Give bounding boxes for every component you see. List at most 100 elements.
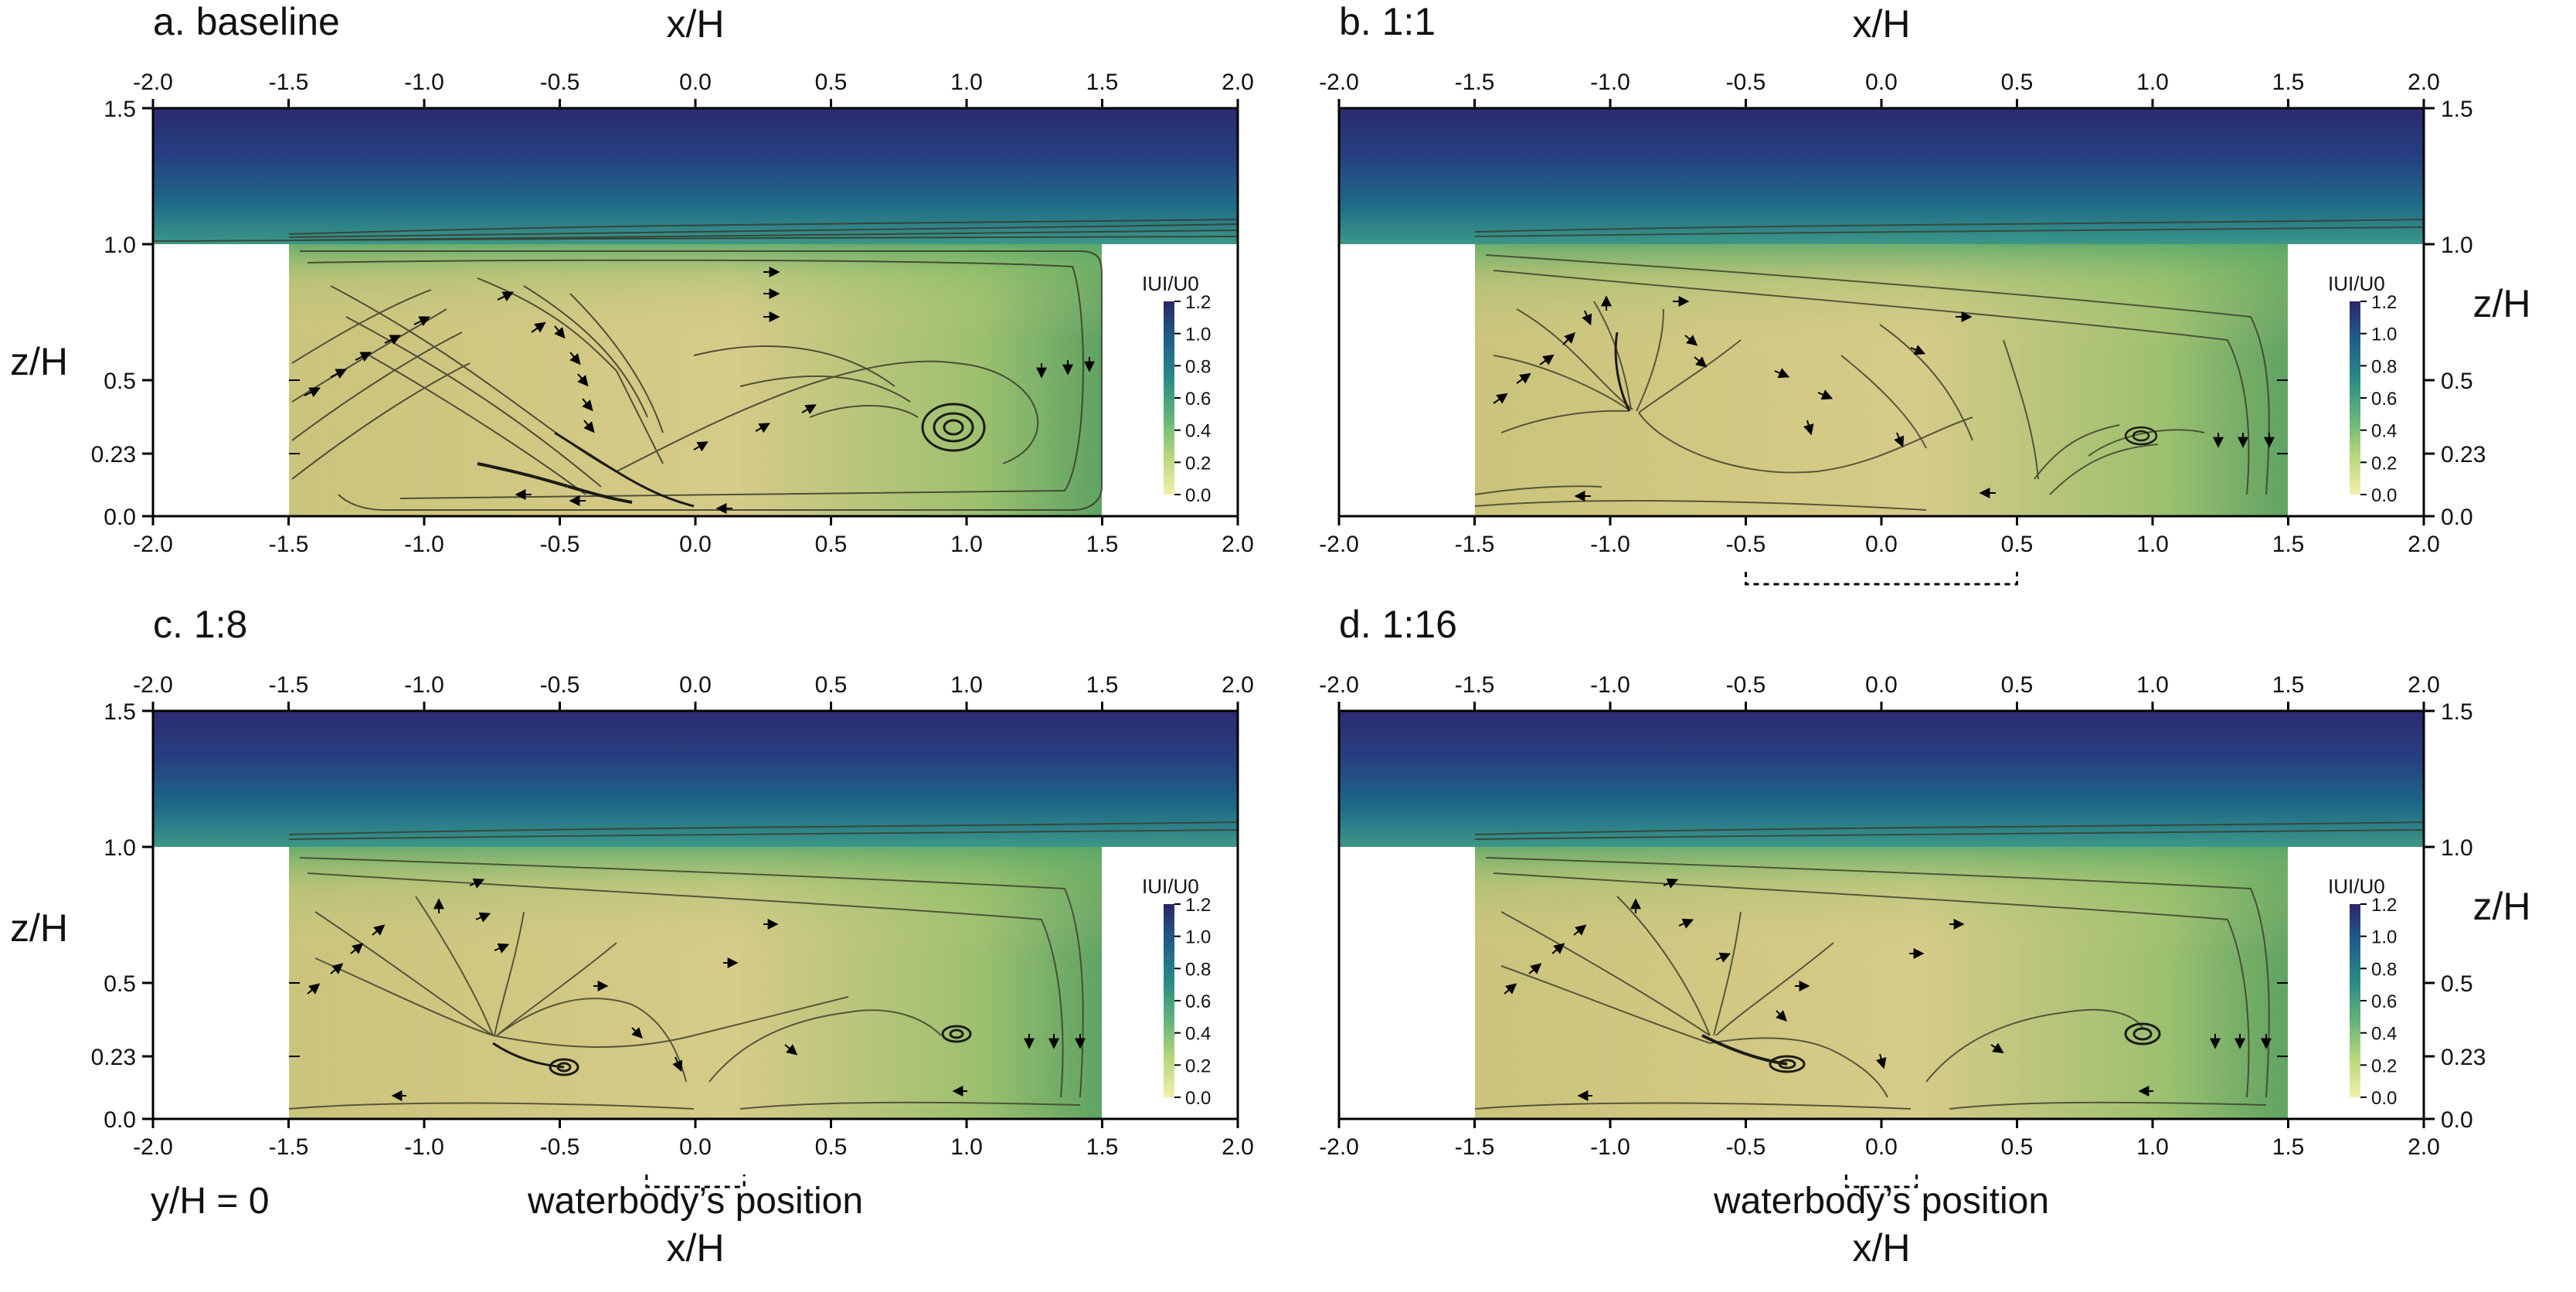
x-tick-label-bottom: 0.5	[2001, 532, 2034, 557]
x-tick-label-bottom: -1.0	[404, 532, 444, 557]
z-tick-label: 0.23	[2441, 442, 2486, 468]
x-tick-label-bottom: 0.5	[815, 532, 848, 557]
x-tick-label-bottom: 1.5	[2272, 532, 2305, 557]
z-tick-label: 0.5	[104, 369, 136, 394]
streamlines	[152, 219, 1239, 511]
panel-title: b. 1:1	[1339, 0, 1436, 43]
canyon-top-shade	[289, 847, 1102, 955]
x-axis-bottom: -2.0 -1.5 -1.0 -0.5 0.0 0.5 1.0 1.5 2.0	[133, 1119, 1254, 1160]
colorbar-tick-label: 1.0	[1185, 927, 1211, 948]
z-axis-title: z/H	[10, 340, 68, 383]
x-tick-label-bottom: -2.0	[133, 1134, 173, 1160]
x-tick-label-bottom: 0.0	[1865, 1134, 1898, 1160]
x-tick-label-bottom: 1.5	[1086, 1134, 1119, 1160]
colorbar-ticks: 0.0 0.2 0.4 0.6 0.8 1.0 1.2	[2360, 895, 2397, 1109]
colorbar: IUI/U0	[1142, 272, 1199, 495]
colorbar-ticks: 0.0 0.2 0.4 0.6 0.8 1.0 1.2	[1174, 895, 1211, 1109]
x-tick-label-bottom: -1.0	[1590, 532, 1630, 557]
x-tick-label-bottom: 1.0	[950, 1134, 983, 1160]
waterbody-marker	[645, 1175, 746, 1188]
x-tick-label-top: 0.0	[679, 672, 712, 698]
x-tick-label-bottom: -1.5	[269, 532, 309, 557]
canyon-top-shade	[1475, 847, 2288, 955]
colorbar: IUI/U0	[2328, 875, 2385, 1097]
x-tick-label-top: 1.0	[950, 672, 983, 698]
colorbar-tick-label: 0.4	[1185, 1024, 1211, 1045]
sky-region	[1339, 108, 2424, 244]
x-axis-title: x/H	[1853, 1226, 1911, 1270]
x-tick-label-bottom: 0.0	[1865, 532, 1898, 557]
colorbar-tick-label: 0.0	[1185, 485, 1211, 506]
x-tick-label-bottom: -0.5	[1726, 1134, 1766, 1160]
plot-frame	[151, 709, 1239, 1120]
panel-b: IUI/U0 0.0 0.2 0.4 0.6 0.8 1.0 1.2 -2.0 -1.5 -1.…	[1319, 0, 2531, 586]
x-tick-label-top: -2.0	[133, 672, 173, 698]
x-tick-label-bottom: -2.0	[1319, 1134, 1359, 1160]
x-tick-label-top: -1.0	[1590, 70, 1630, 95]
waterbody-label: waterbody’s position	[527, 1181, 863, 1222]
section-label: y/H = 0	[151, 1181, 269, 1222]
x-tick-label-top: -1.5	[1455, 70, 1495, 95]
colorbar-label: IUI/U0	[2328, 875, 2385, 898]
panel-d: IUI/U0 0.0 0.2 0.4 0.6 0.8 1.0 1.2 -2.0 -1.5 -1.…	[1319, 603, 2530, 1270]
streamlines	[1474, 821, 2425, 1110]
x-tick-label-top: -1.0	[404, 70, 444, 95]
flow-arrows	[304, 267, 1095, 514]
x-tick-label-bottom: 2.0	[1222, 532, 1254, 557]
x-tick-label-top: -0.5	[1726, 672, 1766, 698]
x-tick-label-top: 0.0	[1865, 672, 1898, 698]
z-tick-label: 0.23	[91, 1045, 136, 1070]
colorbar-tick-label: 1.0	[2371, 325, 2397, 345]
colorbar-label: IUI/U0	[1142, 272, 1199, 295]
x-tick-label-top: 0.0	[1865, 70, 1898, 95]
z-tick-label: 0.0	[104, 1107, 136, 1133]
x-tick-label-top: 0.5	[815, 672, 848, 698]
x-tick-label-top: 1.5	[1086, 70, 1119, 95]
colorbar-tick-label: 0.8	[1185, 356, 1211, 377]
x-tick-label-top: -0.5	[1726, 70, 1766, 95]
colorbar-tick-label: 0.6	[1185, 991, 1211, 1012]
building-left	[1339, 847, 1475, 1119]
x-tick-label-top: -1.5	[1455, 672, 1495, 698]
colorbar-tick-label: 0.2	[1185, 1056, 1211, 1076]
flow-arrows	[1493, 295, 2275, 502]
z-tick-label: 0.0	[104, 505, 136, 530]
sky-region	[1339, 711, 2424, 847]
x-tick-label-bottom: 0.0	[679, 1134, 712, 1160]
waterbody-bracket	[645, 1175, 746, 1188]
x-tick-label-bottom: -1.0	[1590, 1134, 1630, 1160]
flow-arrows	[307, 878, 1086, 1101]
z-tick-label: 0.5	[104, 971, 136, 997]
x-tick-label-top: -0.5	[540, 672, 580, 698]
colorbar-tick-label: 0.0	[2371, 485, 2397, 506]
z-tick-label: 1.0	[2441, 835, 2473, 861]
canyon-top-shade	[289, 244, 1102, 337]
plot-frame	[1337, 107, 2425, 518]
x-tick-label-bottom: -1.0	[404, 1134, 444, 1160]
z-tick-label: 0.0	[2441, 1107, 2473, 1133]
waterbody-marker	[1745, 572, 2018, 586]
colorbar-gradient	[2350, 301, 2360, 495]
flow-arrows	[1504, 878, 2272, 1101]
x-axis-top: -2.0 -1.5 -1.0 -0.5 0.0 0.5 1.0 1.5 2.0	[1319, 70, 2440, 108]
z-tick-label: 0.5	[2441, 369, 2473, 394]
colorbar-gradient	[2350, 904, 2360, 1097]
colorbar-tick-label: 0.4	[1185, 421, 1211, 442]
waterbody-label: waterbody’s position	[1713, 1181, 2049, 1222]
z-tick-label: 1.5	[104, 97, 136, 122]
waterbody-bracket	[1745, 572, 2018, 586]
x-tick-label-top: 0.5	[815, 70, 848, 95]
z-axis: 0.0 0.23 0.5 1.0 1.5	[91, 97, 300, 530]
x-tick-label-bottom: 1.0	[2136, 532, 2169, 557]
x-axis-bottom: -2.0 -1.5 -1.0 -0.5 0.0 0.5 1.0 1.5 2.0	[1319, 1119, 2440, 1160]
z-tick-label: 0.5	[2441, 971, 2473, 997]
colorbar-tick-label: 1.2	[1185, 292, 1211, 313]
vortices-c	[492, 1025, 972, 1076]
colorbar: IUI/U0	[1142, 875, 1199, 1097]
z-tick-label: 1.0	[104, 233, 136, 258]
colorbar-gradient	[1164, 904, 1174, 1097]
x-tick-label-top: 1.5	[2272, 672, 2305, 698]
x-tick-label-top: -1.0	[404, 672, 444, 698]
z-axis: 0.0 0.23 0.5 1.0 1.5	[2277, 97, 2486, 530]
